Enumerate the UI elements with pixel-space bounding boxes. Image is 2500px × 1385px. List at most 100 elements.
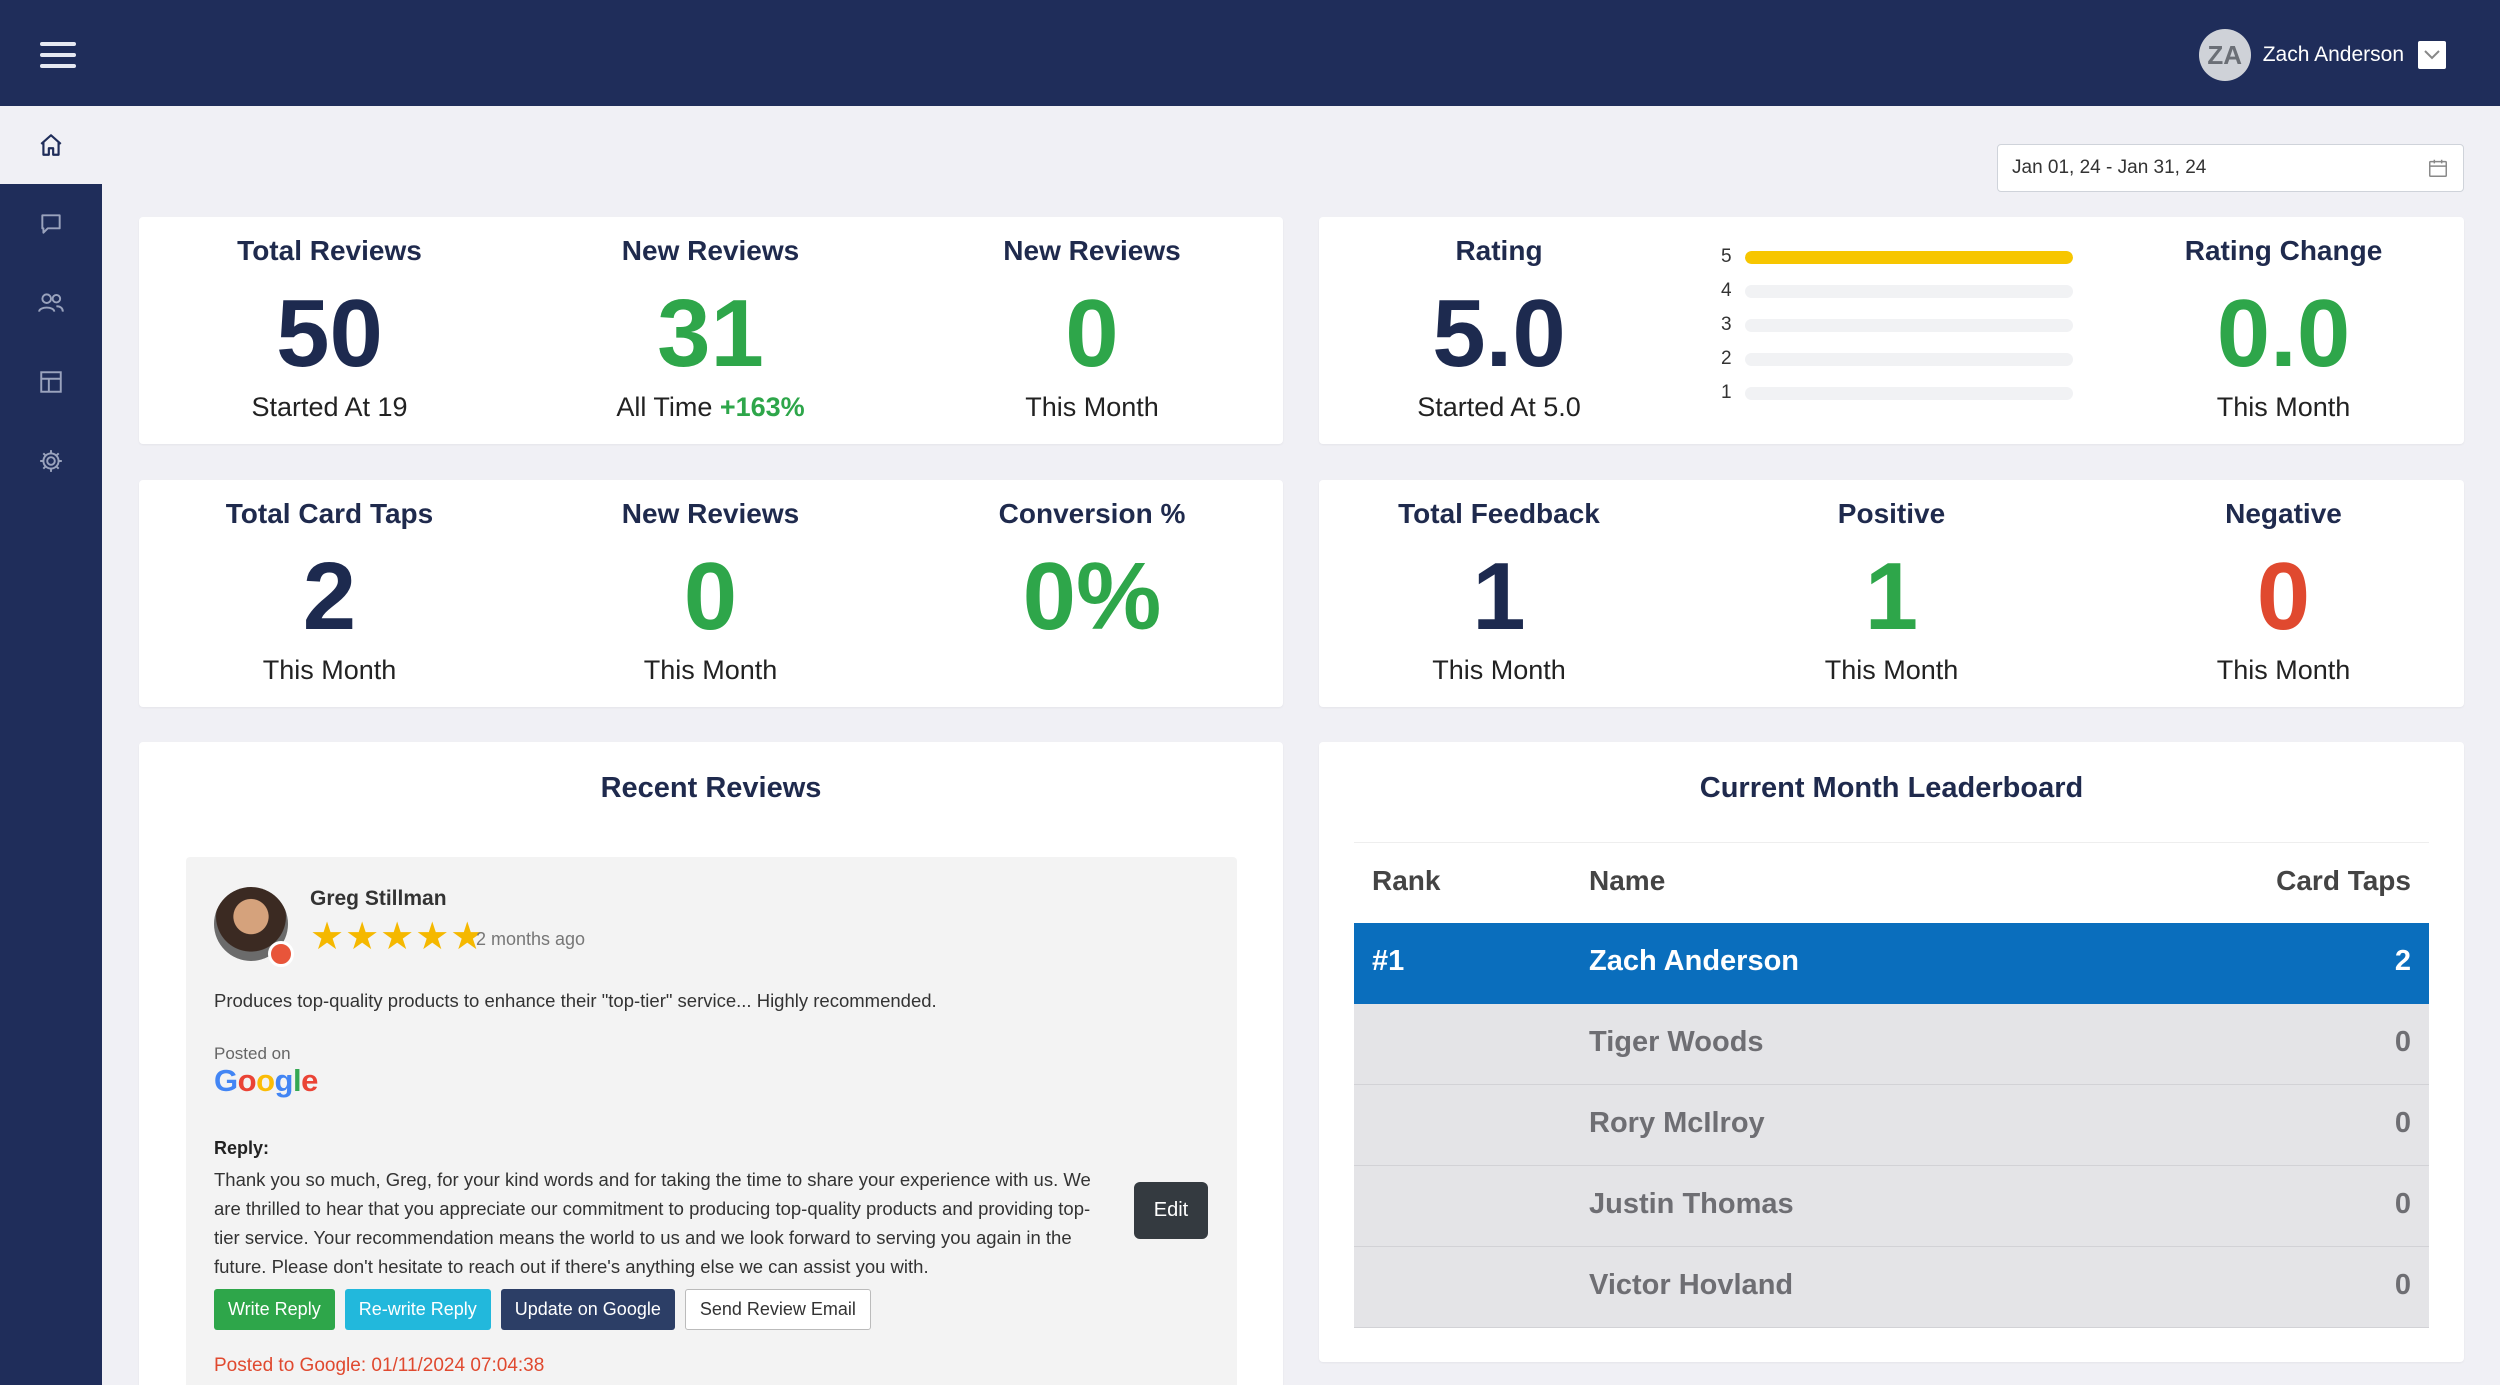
sidebar-item-layout[interactable] [0, 343, 102, 421]
table-row[interactable]: Justin Thomas 0 [1354, 1166, 2429, 1247]
rating-bar-fill [1745, 251, 2073, 264]
rating-bar-label: 5 [1721, 246, 1732, 267]
row-taps: 0 [2394, 1107, 2411, 1139]
stat-new-reviews-taps: New Reviews 0 This Month [520, 480, 901, 707]
sidebar-item-reviews[interactable] [0, 185, 102, 263]
rating-bar-label: 2 [1721, 348, 1732, 369]
stat-label: New Reviews [1003, 235, 1181, 266]
stat-new-reviews-month: New Reviews 0 This Month [901, 217, 1283, 444]
send-review-email-button[interactable]: Send Review Email [684, 1289, 871, 1330]
leaderboard-table: Rank Name Card Taps #1 Zach Anderson 2 T… [1354, 842, 2429, 1328]
stat-label: Total Card Taps [225, 498, 434, 529]
hamburger-icon[interactable] [40, 42, 76, 68]
update-on-google-button[interactable]: Update on Google [500, 1289, 675, 1330]
reviews-summary-card: Total Reviews 50 Started At 19 New Revie… [139, 217, 1283, 444]
sidebar-item-users[interactable] [0, 264, 102, 342]
table-row[interactable]: #1 Zach Anderson 2 [1354, 923, 2429, 1004]
review-text: Produces top-quality products to enhance… [214, 990, 937, 1011]
posted-on-label: Posted on [214, 1044, 291, 1063]
stat-value: 0 [683, 543, 738, 650]
stat-sub: This Month [2216, 392, 2351, 422]
home-icon [40, 134, 62, 156]
stat-value: 1 [1864, 543, 1919, 650]
stat-total-card-taps: Total Card Taps 2 This Month [139, 480, 520, 707]
stat-value: 50 [276, 280, 383, 387]
google-badge-icon [268, 941, 294, 967]
row-rank: #1 [1372, 945, 1405, 977]
table-row[interactable]: Victor Hovland 0 [1354, 1247, 2429, 1328]
row-taps: 0 [2394, 1188, 2411, 1220]
stat-label: Positive [1837, 498, 1946, 529]
stat-value: 0 [1065, 280, 1119, 387]
write-reply-button[interactable]: Write Reply [214, 1289, 335, 1330]
reviewer-name: Greg Stillman [310, 887, 447, 910]
stat-value: 31 [657, 280, 764, 387]
sidebar [0, 106, 102, 1385]
stat-sub-prefix: All Time [616, 392, 713, 422]
stat-sub: This Month [1432, 655, 1566, 685]
avatar[interactable]: ZA [2198, 29, 2251, 81]
user-name[interactable]: Zach Anderson [2262, 43, 2404, 66]
rewrite-reply-button[interactable]: Re-write Reply [344, 1289, 491, 1330]
stat-rating: Rating 5.0 Started At 5.0 [1319, 217, 1679, 444]
reply-label: Reply: [214, 1138, 270, 1158]
card-taps-card: Total Card Taps 2 This Month New Reviews… [139, 480, 1283, 707]
google-logo: Google [214, 1063, 318, 1098]
row-taps: 0 [2394, 1269, 2411, 1301]
stat-value: 0% [1022, 543, 1162, 650]
row-name: Tiger Woods [1589, 1026, 1764, 1058]
stat-label: Rating [1455, 235, 1543, 266]
rating-bar-label: 1 [1721, 382, 1732, 403]
stat-label: Total Feedback [1398, 498, 1600, 529]
review-time: 2 months ago [476, 929, 586, 949]
stat-label: Negative [2225, 498, 2342, 529]
table-row[interactable]: Tiger Woods 0 [1354, 1004, 2429, 1085]
stat-sub: Started At 5.0 [1417, 392, 1581, 422]
date-range-picker[interactable]: Jan 01, 24 - Jan 31, 24 [1997, 144, 2464, 192]
table-row[interactable]: Rory McIlroy 0 [1354, 1085, 2429, 1166]
calendar-icon[interactable] [2427, 157, 2449, 179]
stat-rating-change: Rating Change 0.0 This Month [2103, 217, 2464, 444]
feedback-card: Total Feedback 1 This Month Positive 1 T… [1319, 480, 2464, 707]
stat-value: 0 [2256, 543, 2311, 650]
row-taps: 0 [2394, 1026, 2411, 1058]
stat-label: Rating Change [2184, 235, 2383, 266]
stat-sub: This Month [1824, 655, 1959, 685]
user-menu[interactable]: ZA Zach Anderson [2198, 28, 2446, 82]
stat-positive: Positive 1 This Month [1711, 480, 2072, 707]
stat-new-reviews-all-time: New Reviews 31 All Time +163% [520, 217, 901, 444]
leaderboard-title: Current Month Leaderboard [1699, 772, 2084, 804]
gear-icon [40, 450, 62, 472]
stat-value: 1 [1472, 543, 1526, 650]
sidebar-item-settings[interactable] [0, 422, 102, 500]
stat-sub: This Month [643, 655, 778, 685]
stat-sub: All Time +163% [520, 392, 901, 423]
stat-sub: Started At 19 [251, 392, 408, 422]
row-name: Justin Thomas [1589, 1188, 1794, 1220]
stat-value: 0.0 [2216, 280, 2351, 387]
column-header-rank[interactable]: Rank [1372, 865, 1441, 896]
stat-sub: This Month [2216, 655, 2351, 685]
posted-status: Posted to Google: 01/11/2024 07:04:38 [214, 1355, 545, 1376]
stat-sub: This Month [262, 655, 397, 685]
stat-negative: Negative 0 This Month [2103, 480, 2464, 707]
layout-icon [40, 371, 62, 393]
row-name: Rory McIlroy [1589, 1107, 1765, 1139]
chevron-down-icon[interactable] [2418, 41, 2446, 69]
table-header: Rank Name Card Taps [1354, 842, 2429, 923]
sidebar-item-home[interactable] [0, 106, 102, 184]
rating-bar-label: 4 [1721, 280, 1732, 301]
rating-bar-track [1745, 387, 2073, 400]
growth-percent: +163% [719, 392, 805, 422]
stat-label: Conversion % [998, 498, 1186, 529]
stat-label: Total Reviews [237, 235, 422, 266]
rating-bar-track [1745, 353, 2073, 366]
stat-sub: This Month [1025, 392, 1159, 422]
recent-reviews-card: Recent Reviews Greg Stillman ★★★★★ 2 mon… [139, 742, 1283, 1385]
column-header-taps[interactable]: Card Taps [2276, 865, 2411, 896]
column-header-name[interactable]: Name [1589, 865, 1666, 896]
stat-value: 2 [302, 543, 357, 650]
users-icon [38, 293, 64, 312]
edit-reply-button[interactable]: Edit [1134, 1182, 1208, 1239]
stat-total-feedback: Total Feedback 1 This Month [1319, 480, 1679, 707]
